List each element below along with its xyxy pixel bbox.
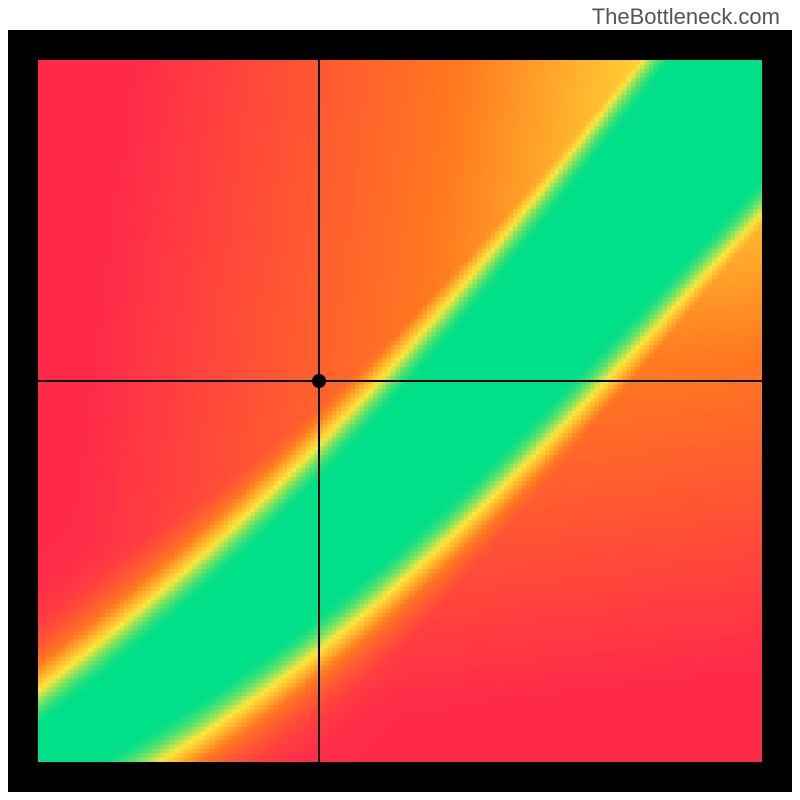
crosshair-vertical <box>318 60 320 762</box>
marker-dot <box>312 374 326 388</box>
chart-container: TheBottleneck.com <box>0 0 800 800</box>
crosshair-horizontal <box>38 380 762 382</box>
watermark-text: TheBottleneck.com <box>592 4 780 30</box>
heatmap-canvas <box>38 60 762 762</box>
